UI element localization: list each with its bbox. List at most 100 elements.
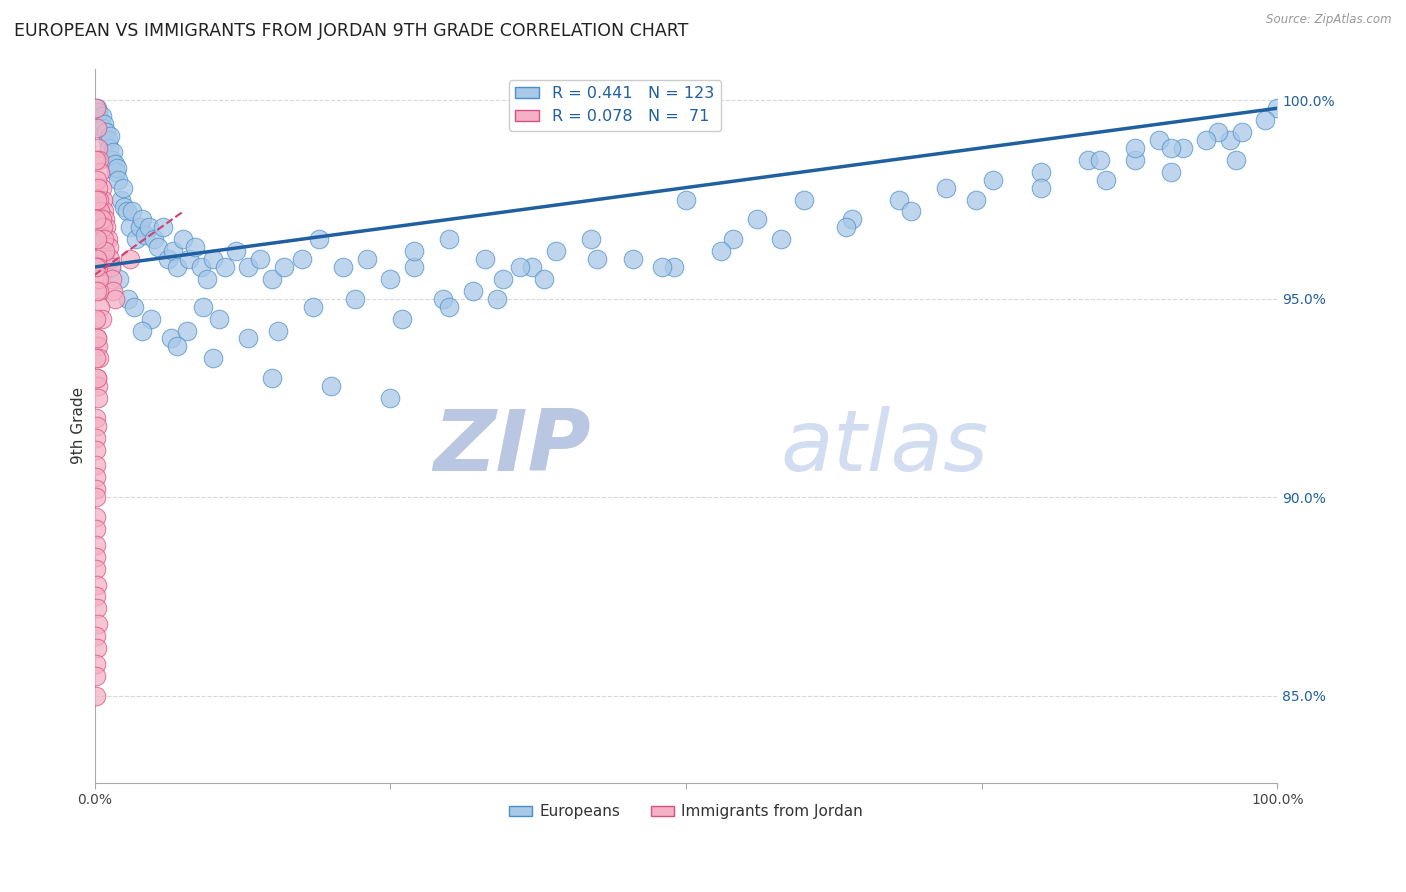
Point (769, 232, 792, 246)
Point (98, 252, 121, 266)
Point (841, 212, 863, 227)
Point (89, 193, 111, 207)
Point (90, 232, 112, 246)
Point (84, 153, 107, 167)
Point (321, 379, 343, 393)
Point (208, 311, 231, 326)
Point (238, 331, 260, 345)
Point (651, 260, 673, 274)
Point (201, 351, 224, 366)
Point (84, 260, 107, 274)
Point (1125, 153, 1147, 167)
Point (84, 522, 107, 536)
Point (104, 165, 127, 179)
Point (91, 220, 114, 235)
Point (491, 272, 513, 286)
Point (84, 689, 107, 703)
Point (87, 220, 110, 235)
Point (965, 193, 987, 207)
Point (662, 260, 685, 274)
Point (93, 117, 115, 131)
Point (148, 240, 170, 254)
Text: Source: ZipAtlas.com: Source: ZipAtlas.com (1267, 13, 1392, 27)
Point (86, 641, 108, 656)
Point (745, 212, 768, 227)
Point (86, 193, 108, 207)
Point (267, 324, 290, 338)
Point (87, 272, 110, 286)
Point (391, 311, 413, 326)
Point (134, 228, 156, 243)
Point (1125, 141, 1147, 155)
Point (84, 351, 107, 366)
Point (97, 133, 120, 147)
Point (201, 252, 224, 266)
Point (402, 260, 425, 274)
Point (84, 101, 107, 115)
Text: EUROPEAN VS IMMIGRANTS FROM JORDAN 9TH GRADE CORRELATION CHART: EUROPEAN VS IMMIGRANTS FROM JORDAN 9TH G… (14, 22, 689, 40)
Point (110, 193, 132, 207)
Point (723, 232, 745, 246)
Point (176, 324, 198, 338)
Point (509, 260, 531, 274)
Point (90, 109, 112, 123)
Point (100, 260, 122, 274)
Point (1195, 133, 1218, 147)
Point (1206, 125, 1229, 139)
Point (94, 212, 117, 227)
Point (86, 577, 108, 591)
Point (96, 125, 118, 139)
Point (581, 232, 603, 246)
Point (84, 562, 107, 576)
Point (89, 351, 111, 366)
Point (138, 220, 160, 235)
Point (86, 371, 108, 385)
Point (115, 204, 138, 219)
Point (162, 244, 184, 259)
Point (380, 391, 402, 405)
Point (84, 590, 107, 604)
Point (308, 232, 330, 246)
Point (166, 260, 188, 274)
Point (87, 180, 110, 194)
Point (89, 165, 111, 179)
Point (935, 180, 957, 194)
Point (225, 244, 247, 259)
Point (117, 292, 139, 306)
Point (485, 292, 508, 306)
Point (89, 284, 111, 298)
Point (87, 141, 110, 155)
Point (1160, 141, 1182, 155)
Point (160, 331, 183, 345)
Point (380, 272, 402, 286)
Point (1265, 101, 1288, 115)
Point (86, 101, 108, 115)
Point (86, 232, 108, 246)
Point (104, 157, 127, 171)
Y-axis label: 9th Grade: 9th Grade (72, 387, 86, 465)
Point (125, 232, 148, 246)
Point (179, 252, 201, 266)
Point (544, 244, 567, 259)
Point (273, 260, 295, 274)
Point (1160, 165, 1182, 179)
Point (118, 252, 141, 266)
Point (84, 458, 107, 473)
Point (89, 212, 111, 227)
Point (461, 284, 484, 298)
Point (141, 311, 163, 326)
Point (84, 483, 107, 497)
Point (91, 193, 114, 207)
Point (190, 260, 212, 274)
Point (100, 260, 122, 274)
Point (84, 212, 107, 227)
Point (103, 284, 125, 298)
Point (238, 260, 260, 274)
Point (105, 161, 128, 175)
Point (152, 220, 174, 235)
Point (887, 193, 910, 207)
Text: ZIP: ZIP (433, 406, 592, 489)
Point (522, 260, 544, 274)
Point (343, 292, 366, 306)
Point (356, 252, 378, 266)
